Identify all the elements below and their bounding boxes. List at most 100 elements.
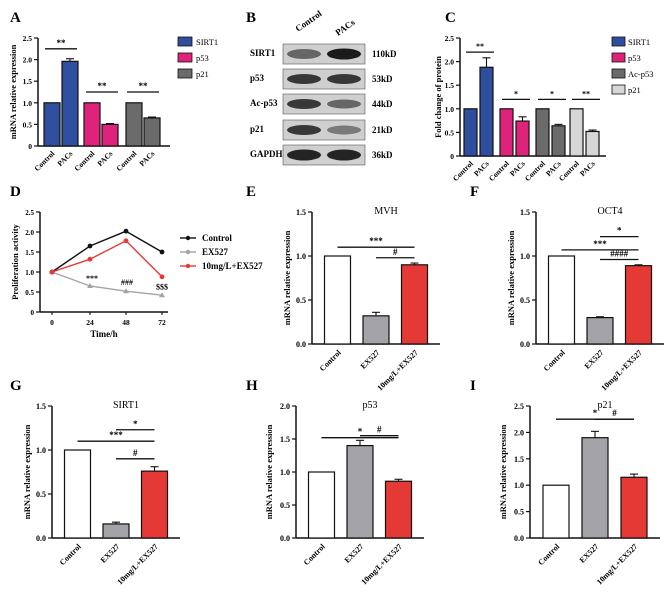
data-point [159,274,165,280]
legend-swatch [611,68,626,79]
sig-p21: ** [582,89,590,98]
blot-strip [282,119,366,141]
data-point [159,249,165,255]
y-tick-label: 1.5 [296,208,306,217]
annotation: $$$ [156,283,168,292]
bar-control [63,449,92,539]
y-axis-label: mRNA relative expression [506,230,516,325]
x-tick-label: EX527 [99,542,122,565]
bar-sirt1 [43,102,61,147]
data-point [87,256,93,262]
blot-strip [282,93,366,115]
x-tick-label: Control [72,149,96,173]
series-line-control [51,230,163,273]
legend-marker [185,249,191,255]
y-tick-label: 0.0 [296,340,306,349]
y-tick-label: 1.0 [280,468,290,477]
data-point [123,238,129,244]
bar-10mg-l-ex527 [384,480,413,539]
bar-ac-p53 [551,125,566,157]
y-tick-label: 2.5 [23,34,33,43]
legend-marker [185,263,191,269]
legend-label: EX527 [202,247,229,257]
blot-size-label: 36kD [372,150,393,160]
bar-control [547,255,576,345]
x-tick-label: 10mg/L+EX527 [115,542,159,586]
legend-label: 10mg/L+EX527 [202,261,263,271]
x-tick-label: 72 [158,318,166,327]
x-tick-label: PACs [137,149,156,168]
y-tick-label: 2.0 [280,402,290,411]
panel-d-chart: 0 0.5 1.0 1.5 2.0 2.5 Proliferation activity 0 2… [10,209,263,339]
bar-control [307,471,336,539]
annotation: ### [121,278,133,287]
x-tick-label: EX527 [359,348,382,371]
bar-p53 [83,102,101,147]
data-point [87,283,93,288]
x-tick-label: EX527 [583,348,606,371]
x-tick-label: Control [536,542,562,568]
blot-band [327,99,361,109]
significance-label: * [358,427,363,437]
panel-letter-b: B [246,10,256,26]
significance-label: *** [109,430,123,440]
x-tick-label: 10mg/L+EX527 [359,542,403,586]
y-tick-label: 1.5 [36,402,46,411]
blot-band [287,74,321,84]
bar-ac-p53 [535,108,550,157]
legend-label: p21 [196,69,209,79]
legend-label: Ac-p53 [628,69,654,79]
blot-protein-label: SIRT1 [250,48,276,58]
bar-sirt1 [463,108,478,157]
x-tick-label: 10mg/L+EX527 [599,348,643,392]
y-axis-label: mRNA relative expression [22,424,32,519]
chart-title: p53 [363,400,378,411]
blot-protein-label: p21 [250,124,265,134]
panel-e-chart: 0.0 0.5 1.0 1.5 mRNA relative expression MVH C… [282,206,440,393]
sig-p53: * [514,89,518,98]
data-point [87,243,93,249]
y-tick-label: 1.0 [25,269,34,277]
annotation: *** [86,274,98,283]
panel-letter-e: E [246,184,256,200]
y-tick-label: 1.0 [296,252,306,261]
bar-10mg-l-ex527 [400,264,429,345]
sig-sirt1: ** [57,38,67,48]
blot-column-label: PACs [333,17,357,38]
legend-label: Control [202,233,232,243]
y-tick-label: 2.0 [25,229,34,237]
y-tick-label: 0.0 [520,340,530,349]
significance-label: *** [369,236,383,246]
y-tick-label: 0.5 [23,120,33,129]
panel-letter-d: D [10,184,21,200]
significance-label: * [617,226,622,236]
blot-band [287,99,321,109]
bar-p53 [515,120,530,157]
y-tick-label: 0 [28,142,32,151]
blot-band [287,49,321,59]
x-tick-label: 10mg/L+EX527 [595,542,639,586]
panel-g-chart: 0.0 0.5 1.0 1.5 mRNA relative expression SIRT… [22,400,180,587]
legend-swatch [177,52,193,63]
x-tick-label: PACs [578,159,597,178]
panel-a-chart: 0 0.5 1.0 1.5 2.0 2.5 mRNA relative expression… [8,34,218,173]
x-tick-label: EX527 [343,542,366,565]
y-axis-label: mRNA relative expression [8,44,18,139]
x-tick-label: Control [302,542,328,568]
x-tick-label: 10mg/L+EX527 [375,348,419,392]
blot-band [327,74,361,84]
bar-p21 [143,117,161,147]
y-tick-label: 1.5 [25,249,34,257]
data-point [123,228,129,234]
x-tick-label: Control [58,542,84,568]
y-axis-label: mRNA relative expression [282,230,292,325]
x-tick-label: 48 [122,318,130,327]
y-tick-label: 0.0 [36,534,46,543]
bar-10mg-l-ex527 [140,470,169,539]
x-tick-label: PACs [55,149,74,168]
bar-p21 [125,102,143,147]
y-tick-label: 0.5 [296,296,306,305]
y-tick-label: 1.5 [514,455,524,464]
